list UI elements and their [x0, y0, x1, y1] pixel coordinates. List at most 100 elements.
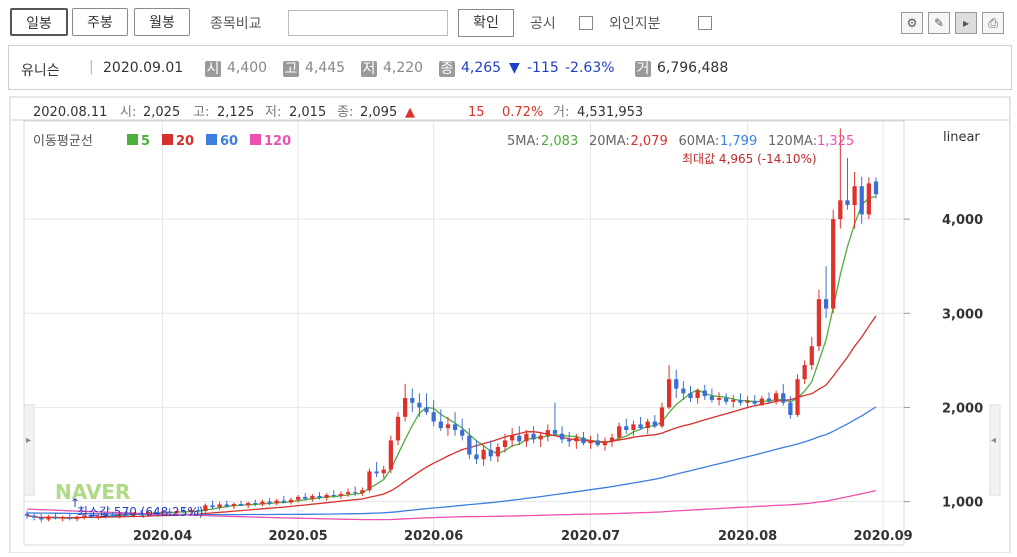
candle-body[interactable]	[524, 433, 529, 442]
candle-body[interactable]	[495, 446, 500, 457]
candle-body[interactable]	[32, 515, 37, 518]
candle-body[interactable]	[674, 379, 679, 389]
candle-body[interactable]	[552, 430, 558, 434]
candle-body[interactable]	[517, 435, 522, 442]
candle-body[interactable]	[131, 512, 137, 515]
candle-body[interactable]	[67, 517, 72, 519]
candle-body[interactable]	[267, 501, 272, 504]
candle-body[interactable]	[645, 421, 650, 429]
candle-body[interactable]	[624, 426, 629, 431]
candle-body[interactable]	[260, 501, 265, 505]
candle-body[interactable]	[831, 219, 836, 309]
left-arrow-icon[interactable]: ▸	[26, 435, 31, 446]
candle-body[interactable]	[873, 181, 879, 195]
candle-body[interactable]	[117, 513, 122, 516]
right-arrow-icon[interactable]: ◂	[991, 435, 996, 446]
candle-body[interactable]	[631, 424, 636, 431]
candle-body[interactable]	[816, 299, 822, 347]
candle-body[interactable]	[531, 433, 536, 440]
candle-body[interactable]	[666, 379, 672, 408]
candle-body[interactable]	[795, 379, 800, 415]
right-scroll-handle[interactable]	[989, 404, 1001, 496]
candle-body[interactable]	[224, 504, 229, 507]
candle-body[interactable]	[174, 510, 179, 513]
candle-body[interactable]	[731, 399, 736, 402]
candle-body[interactable]	[602, 441, 608, 446]
candle-body[interactable]	[681, 388, 686, 394]
candle-body[interactable]	[474, 454, 479, 460]
candle-body[interactable]	[124, 513, 130, 515]
candle-body[interactable]	[103, 514, 108, 517]
compare-input[interactable]	[288, 10, 448, 36]
candle-body[interactable]	[53, 516, 58, 519]
candlestick-chart[interactable]: 2020.04 2020.05 2020.06 2020.07 2020.08 2020.…	[0, 95, 1017, 554]
candle-body[interactable]	[353, 492, 358, 494]
candle-body[interactable]	[866, 183, 871, 215]
candle-body[interactable]	[96, 516, 101, 518]
confirm-button[interactable]: 확인	[458, 9, 514, 37]
candle-body[interactable]	[538, 435, 543, 440]
candle-body[interactable]	[281, 500, 286, 503]
candle-body[interactable]	[481, 449, 486, 460]
candle-body[interactable]	[581, 437, 586, 444]
candle-body[interactable]	[788, 402, 793, 415]
candle-body[interactable]	[802, 365, 807, 380]
candle-body[interactable]	[24, 513, 30, 516]
candle-body[interactable]	[331, 494, 336, 496]
pencil-icon[interactable]: ✎	[928, 12, 950, 34]
candle-body[interactable]	[781, 393, 786, 403]
candle-body[interactable]	[445, 424, 451, 429]
candle-body[interactable]	[231, 503, 237, 507]
tab-daily[interactable]: 일봉	[10, 8, 68, 36]
candle-body[interactable]	[617, 426, 622, 438]
candle-body[interactable]	[460, 430, 465, 436]
candle-body[interactable]	[324, 494, 329, 498]
candle-body[interactable]	[702, 390, 707, 397]
candle-body[interactable]	[859, 186, 864, 215]
candle-body[interactable]	[303, 496, 308, 499]
candle-body[interactable]	[110, 514, 115, 516]
candle-body[interactable]	[274, 500, 279, 504]
candle-body[interactable]	[559, 433, 565, 440]
candle-body[interactable]	[139, 512, 144, 514]
candle-body[interactable]	[210, 505, 215, 508]
candle-body[interactable]	[638, 424, 643, 429]
candle-body[interactable]	[838, 200, 843, 220]
candle-body[interactable]	[467, 435, 472, 455]
candle-body[interactable]	[502, 440, 508, 447]
candle-body[interactable]	[310, 495, 315, 499]
print-icon[interactable]: ⎙	[982, 12, 1004, 34]
candle-body[interactable]	[759, 398, 764, 406]
left-scroll-handle[interactable]	[23, 404, 35, 496]
foreign-checkbox[interactable]	[698, 16, 712, 30]
candle-body[interactable]	[181, 510, 187, 512]
candle-body[interactable]	[752, 400, 757, 404]
candle-body[interactable]	[74, 516, 80, 519]
candle-body[interactable]	[745, 400, 750, 403]
candle-body[interactable]	[360, 490, 365, 494]
candle-body[interactable]	[417, 402, 422, 408]
disclosure-checkbox[interactable]	[579, 16, 593, 30]
candle-body[interactable]	[773, 393, 779, 401]
candle-body[interactable]	[81, 515, 87, 517]
candle-body[interactable]	[253, 502, 258, 505]
candle-body[interactable]	[338, 494, 344, 496]
cursor-icon[interactable]: ▸	[955, 12, 977, 34]
candle-body[interactable]	[217, 504, 222, 508]
candle-body[interactable]	[345, 492, 351, 495]
candle-body[interactable]	[659, 407, 665, 427]
candle-body[interactable]	[716, 398, 722, 400]
candle-body[interactable]	[809, 346, 814, 366]
candle-body[interactable]	[438, 421, 443, 429]
candle-body[interactable]	[395, 416, 401, 441]
wrench-icon[interactable]: ⚙	[901, 12, 923, 34]
candle-body[interactable]	[381, 469, 386, 474]
candle-body[interactable]	[60, 517, 65, 519]
candle-body[interactable]	[146, 511, 151, 514]
candle-body[interactable]	[188, 510, 194, 512]
candle-body[interactable]	[153, 511, 158, 513]
candle-body[interactable]	[452, 424, 458, 431]
candle-body[interactable]	[246, 502, 251, 506]
candle-body[interactable]	[167, 511, 172, 513]
candle-body[interactable]	[238, 503, 244, 506]
